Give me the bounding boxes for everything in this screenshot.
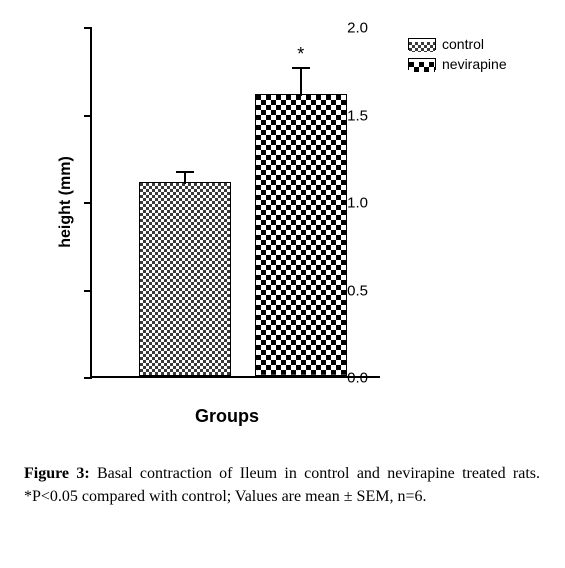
bar-control xyxy=(139,182,231,376)
y-axis-label: height (mm) xyxy=(57,156,75,248)
y-tick xyxy=(84,377,92,379)
caption-lead: Figure 3: xyxy=(24,465,90,482)
legend-item: control xyxy=(408,36,507,52)
chart-legend: control nevirapine xyxy=(408,36,507,76)
y-tick-label: 1.5 xyxy=(347,107,368,124)
error-cap xyxy=(176,171,194,173)
legend-label: nevirapine xyxy=(442,56,507,72)
y-tick-label: 1.0 xyxy=(347,195,368,212)
bar-nevirapine xyxy=(255,94,347,376)
y-tick xyxy=(84,27,92,29)
error-cap xyxy=(292,67,310,69)
caption-body: Basal contraction of Ileum in control an… xyxy=(24,465,540,505)
y-tick xyxy=(84,202,92,204)
x-axis-label: Groups xyxy=(195,406,259,427)
figure-caption: Figure 3: Basal contraction of Ileum in … xyxy=(24,462,540,508)
y-tick-label: 0.5 xyxy=(347,282,368,299)
significance-marker: * xyxy=(297,44,304,65)
chart-plot-area: 0.00.51.01.52.0* xyxy=(90,28,380,378)
legend-swatch xyxy=(408,38,436,50)
y-tick xyxy=(84,115,92,117)
y-tick-label: 2.0 xyxy=(347,20,368,37)
y-tick xyxy=(84,290,92,292)
legend-swatch xyxy=(408,58,436,70)
y-tick-label: 0.0 xyxy=(347,370,368,387)
error-bar xyxy=(184,172,186,184)
legend-item: nevirapine xyxy=(408,56,507,72)
error-bar xyxy=(300,68,302,96)
legend-label: control xyxy=(442,36,484,52)
figure-page: 0.0 0.5 1.0 1.5 2.0 * height (mm) Groups cont… xyxy=(0,0,565,568)
